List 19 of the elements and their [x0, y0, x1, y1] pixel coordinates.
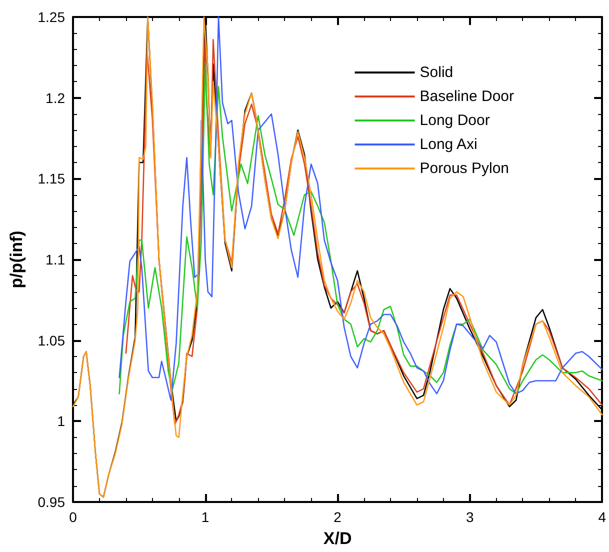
x-tick-label: 1: [201, 509, 210, 525]
x-tick-label: 4: [598, 509, 606, 525]
x-tick-label: 3: [466, 509, 474, 525]
y-axis-title: p/p(inf): [7, 230, 26, 288]
x-tick-label: 2: [334, 509, 342, 525]
legend-label: Solid: [420, 64, 454, 81]
y-tick-label: 0.95: [38, 494, 66, 510]
legend-label: Long Axi: [420, 136, 478, 153]
y-tick-label: 1: [57, 413, 66, 430]
legend-label: Porous Pylon: [420, 160, 509, 177]
y-tick-label: 1.1: [46, 252, 66, 268]
y-tick-label: 1.15: [38, 170, 66, 187]
legend-label: Long Door: [420, 112, 490, 129]
y-tick-label: 1.05: [38, 332, 66, 348]
legend-label: Baseline Door: [420, 88, 514, 105]
x-tick-label: 0: [69, 509, 78, 525]
x-axis-title: X/D: [323, 529, 352, 548]
y-tick-label: 1.2: [46, 90, 66, 106]
y-tick-label: 1.25: [38, 9, 66, 25]
